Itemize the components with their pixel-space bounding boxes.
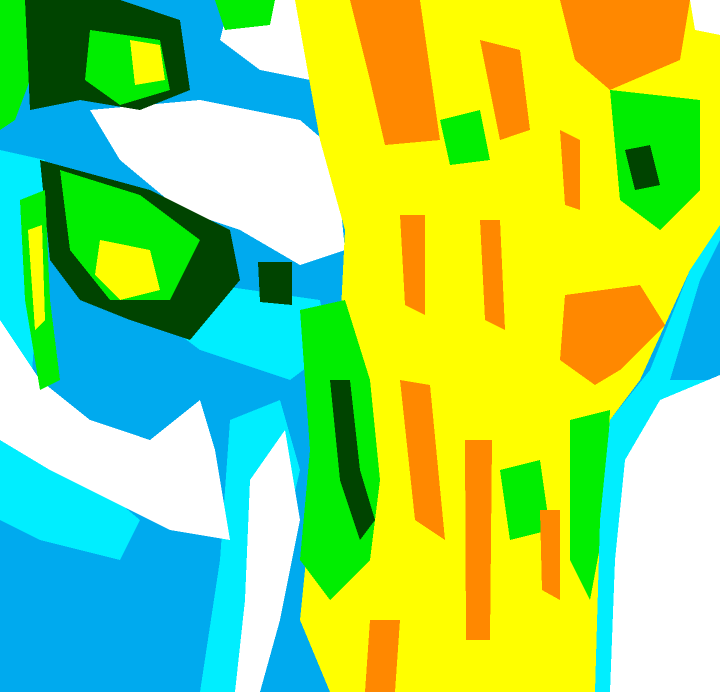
- region-skyblue-right: [670, 240, 720, 380]
- region-orange-8: [465, 440, 492, 640]
- region-green-right-lower: [570, 410, 610, 600]
- region-white-arc: [0, 320, 230, 540]
- region-yellow-top-left: [130, 40, 165, 85]
- region-orange-7: [400, 380, 445, 540]
- region-darkgreen-center: [258, 262, 292, 305]
- region-green-mid: [60, 170, 200, 300]
- region-white-upper: [90, 100, 345, 265]
- region-orange-4: [480, 40, 530, 140]
- region-white-right: [610, 375, 720, 692]
- region-orange-1: [350, 0, 440, 145]
- region-yellow-left-arc: [28, 225, 45, 330]
- region-green-right: [610, 90, 700, 230]
- region-white-top-right: [690, 0, 720, 35]
- region-darkgreen-right: [625, 145, 660, 190]
- region-orange-6: [560, 285, 665, 385]
- region-orange-10: [365, 620, 400, 692]
- region-white-strip: [235, 430, 300, 692]
- region-orange-3: [400, 215, 425, 315]
- region-darkgreen-band-left: [330, 380, 375, 540]
- region-yellow-mid: [95, 240, 160, 300]
- region-cyan-lower: [0, 440, 140, 560]
- region-green-lower-mid: [500, 460, 550, 540]
- region-green-upper: [440, 110, 490, 165]
- region-orange-11: [560, 130, 580, 210]
- region-orange-2: [560, 0, 690, 90]
- region-orange-9: [540, 510, 560, 600]
- region-green-top-strip: [215, 0, 275, 30]
- region-orange-5: [480, 220, 505, 330]
- region-yellow-main: [295, 0, 720, 692]
